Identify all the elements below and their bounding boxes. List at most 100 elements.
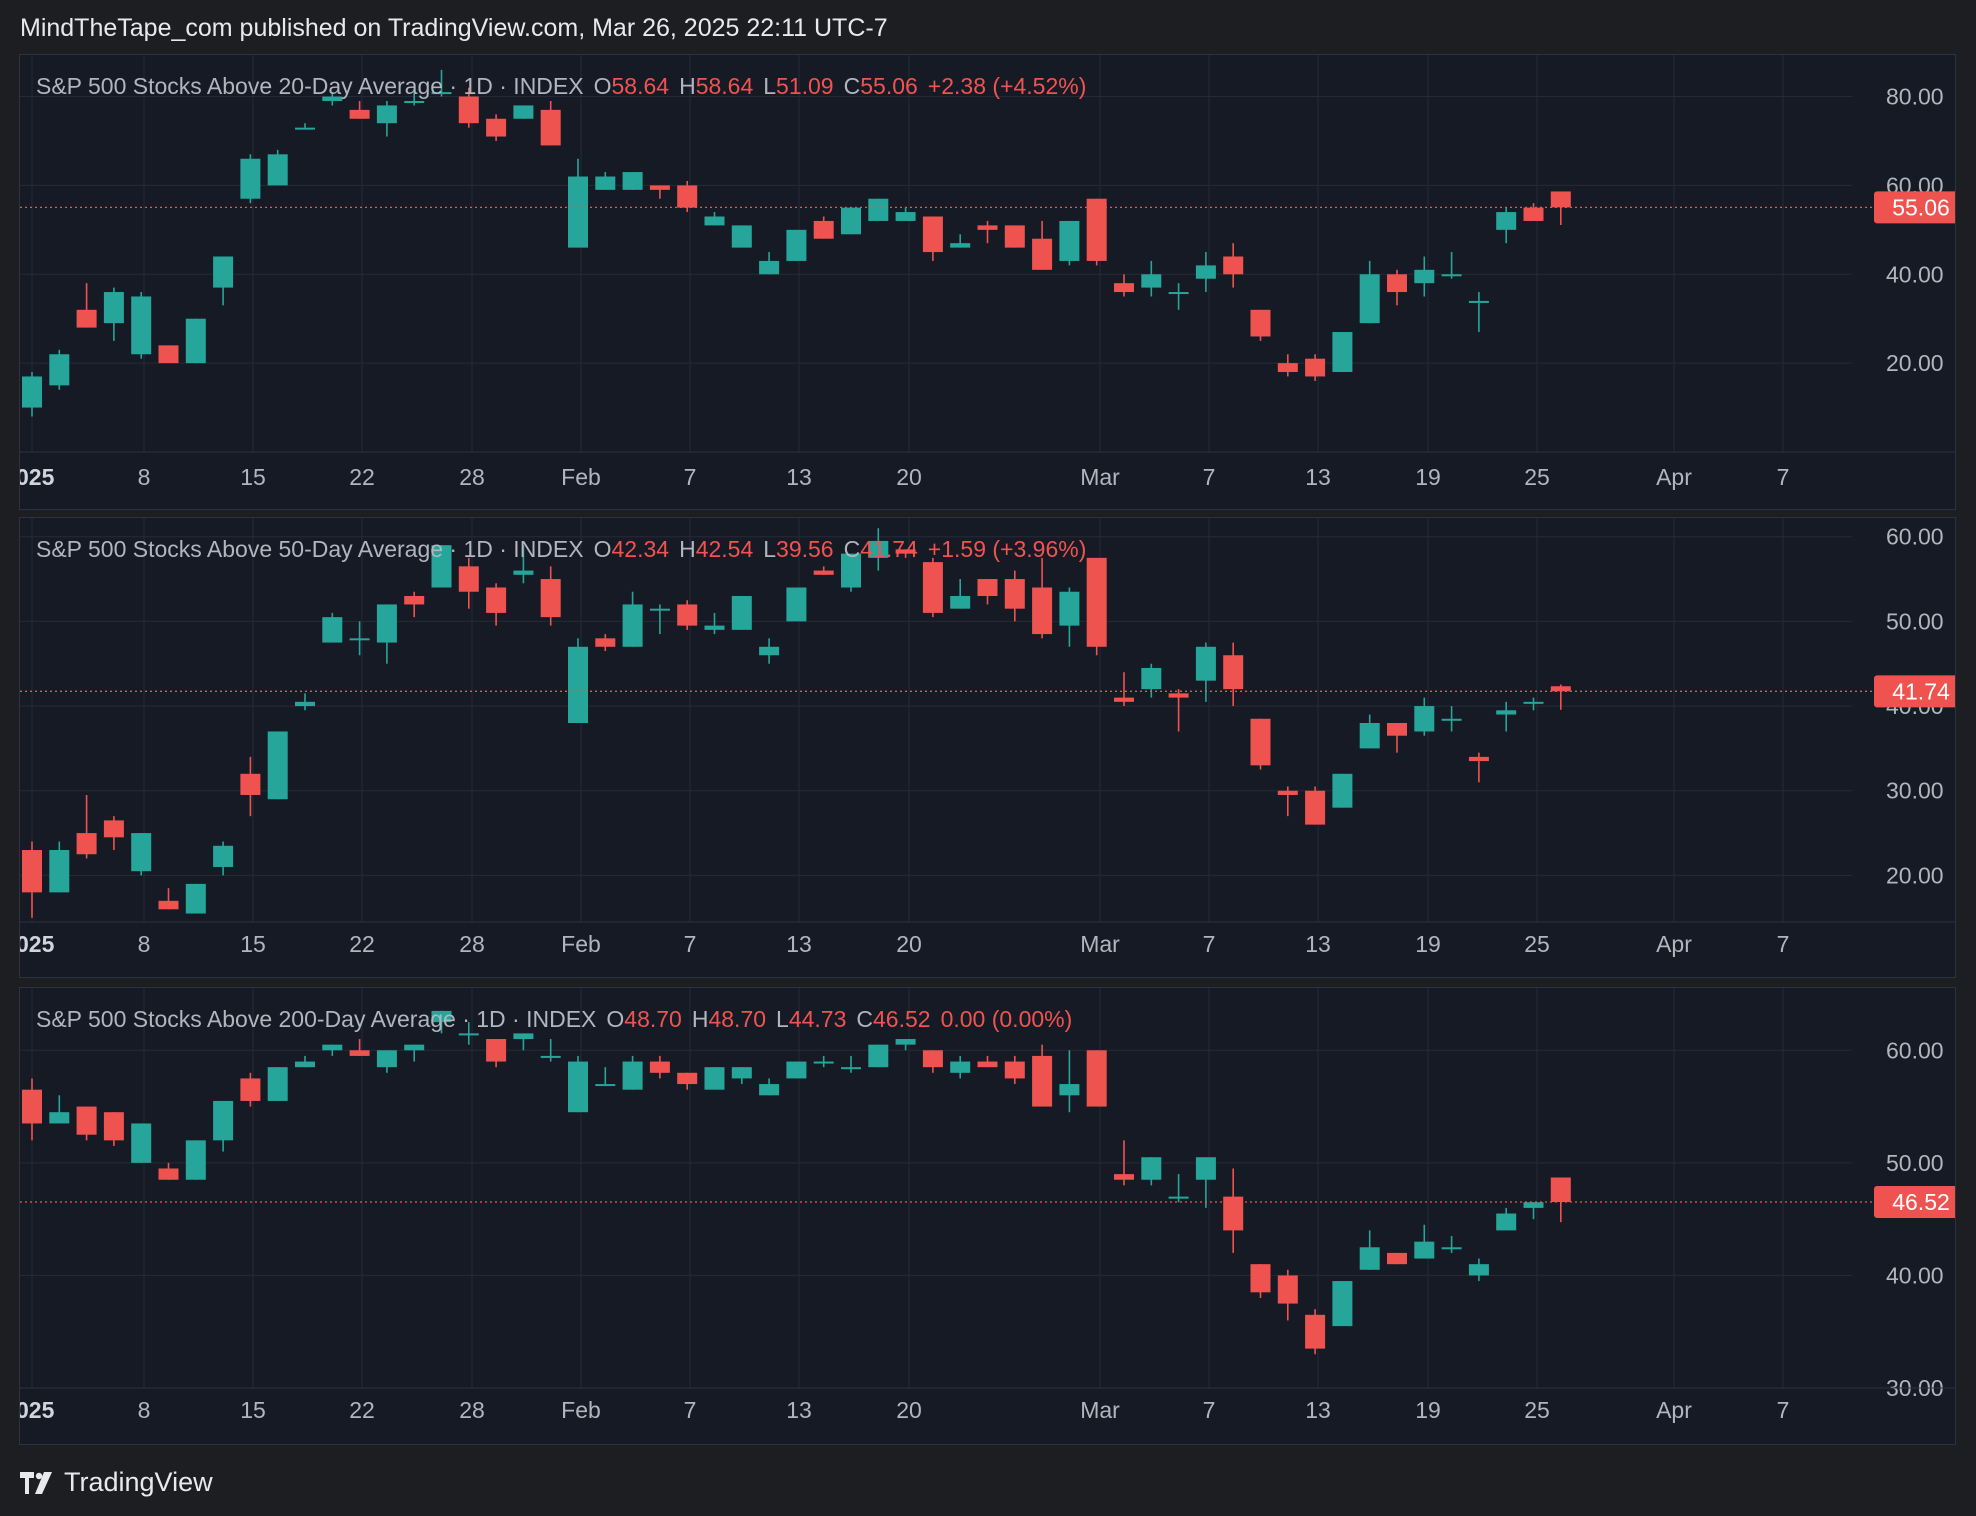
- candle[interactable]: [267, 1067, 288, 1101]
- candle[interactable]: [1523, 1202, 1544, 1220]
- candle[interactable]: [1223, 642, 1244, 707]
- candle[interactable]: [1468, 1258, 1489, 1282]
- candle[interactable]: [22, 841, 42, 918]
- candle[interactable]: [49, 841, 70, 893]
- candle[interactable]: [1468, 292, 1489, 333]
- candle[interactable]: [103, 287, 124, 341]
- candle[interactable]: [513, 105, 534, 119]
- candle[interactable]: [1114, 274, 1134, 297]
- candle[interactable]: [1086, 557, 1107, 656]
- candle[interactable]: [1332, 1281, 1353, 1327]
- candle[interactable]: [622, 172, 643, 190]
- candle[interactable]: [322, 1044, 343, 1056]
- candle[interactable]: [1332, 773, 1353, 808]
- candlestick-chart[interactable]: 20.0030.0040.0050.0060.000258152228Feb71…: [20, 518, 1955, 977]
- candle[interactable]: [513, 545, 534, 584]
- candle[interactable]: [677, 1072, 698, 1090]
- candle[interactable]: [813, 566, 834, 575]
- candle[interactable]: [1086, 198, 1107, 266]
- candle[interactable]: [1168, 283, 1189, 310]
- candle[interactable]: [1195, 1157, 1216, 1208]
- candle[interactable]: [158, 345, 179, 364]
- candle[interactable]: [1414, 256, 1435, 297]
- candle[interactable]: [1332, 332, 1353, 373]
- candle[interactable]: [1305, 354, 1326, 381]
- candle[interactable]: [376, 604, 397, 664]
- candle[interactable]: [977, 1055, 998, 1068]
- candle[interactable]: [1414, 1224, 1435, 1259]
- candle[interactable]: [267, 149, 288, 186]
- candle[interactable]: [458, 87, 479, 128]
- candle[interactable]: [431, 1010, 452, 1034]
- tradingview-brand[interactable]: TradingView: [20, 1467, 213, 1498]
- candle[interactable]: [1387, 1252, 1407, 1265]
- candle[interactable]: [1059, 220, 1080, 266]
- candle[interactable]: [895, 549, 916, 558]
- candle[interactable]: [76, 283, 97, 328]
- candle[interactable]: [1468, 752, 1489, 783]
- candle[interactable]: [1223, 1168, 1244, 1253]
- candle[interactable]: [1359, 714, 1380, 749]
- candle[interactable]: [1032, 1044, 1053, 1107]
- candle[interactable]: [813, 216, 834, 239]
- candle[interactable]: [540, 1039, 561, 1062]
- candle[interactable]: [759, 1078, 780, 1096]
- candle[interactable]: [622, 1055, 643, 1090]
- candle[interactable]: [131, 833, 152, 876]
- candle[interactable]: [103, 1112, 124, 1146]
- candle[interactable]: [1059, 1050, 1080, 1113]
- candle[interactable]: [49, 1095, 70, 1124]
- candle[interactable]: [1441, 252, 1462, 279]
- candle[interactable]: [1496, 1207, 1517, 1231]
- candle[interactable]: [158, 888, 179, 910]
- candle[interactable]: [349, 1039, 370, 1056]
- candle[interactable]: [404, 92, 425, 106]
- candle[interactable]: [1387, 723, 1407, 753]
- candle[interactable]: [704, 1067, 725, 1090]
- candle[interactable]: [376, 100, 397, 137]
- candle[interactable]: [1359, 1230, 1380, 1270]
- candle[interactable]: [185, 1140, 206, 1180]
- candle[interactable]: [841, 1055, 861, 1073]
- candle[interactable]: [103, 816, 124, 851]
- candle[interactable]: [677, 600, 698, 630]
- candle[interactable]: [922, 1050, 943, 1073]
- candle[interactable]: [1004, 225, 1025, 248]
- candle[interactable]: [1414, 697, 1435, 736]
- candle[interactable]: [1305, 1309, 1326, 1355]
- candle[interactable]: [731, 595, 752, 630]
- candle[interactable]: [649, 185, 670, 199]
- candle[interactable]: [786, 229, 807, 261]
- candle[interactable]: [158, 1162, 179, 1180]
- candle[interactable]: [841, 553, 861, 592]
- candle[interactable]: [1305, 786, 1326, 825]
- candle[interactable]: [513, 1033, 534, 1051]
- candle[interactable]: [1032, 220, 1053, 270]
- candle[interactable]: [1141, 260, 1162, 297]
- candle[interactable]: [813, 1055, 834, 1068]
- candle[interactable]: [1141, 663, 1162, 698]
- candle[interactable]: [240, 1072, 261, 1107]
- candle[interactable]: [486, 114, 507, 141]
- candle[interactable]: [704, 612, 725, 635]
- candle[interactable]: [349, 100, 370, 119]
- candle[interactable]: [677, 180, 698, 213]
- candle[interactable]: [131, 1123, 152, 1163]
- candle[interactable]: [922, 557, 943, 618]
- candle[interactable]: [49, 349, 70, 390]
- candle[interactable]: [649, 604, 670, 635]
- candle[interactable]: [950, 234, 971, 248]
- candle[interactable]: [213, 841, 234, 876]
- candle[interactable]: [1114, 1140, 1134, 1186]
- candle[interactable]: [376, 1050, 397, 1073]
- candle[interactable]: [240, 154, 261, 204]
- candle[interactable]: [1550, 1177, 1571, 1223]
- candle[interactable]: [458, 557, 479, 609]
- candle[interactable]: [1550, 191, 1571, 225]
- candle[interactable]: [540, 566, 561, 626]
- candle[interactable]: [404, 1044, 425, 1062]
- candle[interactable]: [595, 634, 616, 652]
- candle[interactable]: [786, 1061, 807, 1079]
- candle[interactable]: [76, 794, 97, 859]
- candle[interactable]: [1195, 642, 1216, 702]
